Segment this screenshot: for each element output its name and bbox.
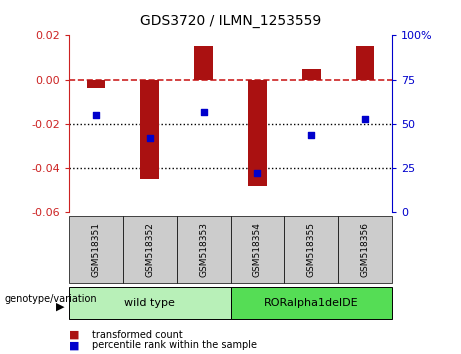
Text: GDS3720 / ILMN_1253559: GDS3720 / ILMN_1253559 [140, 14, 321, 28]
Bar [248, 80, 267, 186]
Point [200, 109, 207, 114]
Text: ▶: ▶ [56, 301, 64, 311]
Point [254, 171, 261, 176]
Point [146, 135, 154, 141]
Point [307, 132, 315, 137]
Text: GSM518352: GSM518352 [145, 222, 154, 277]
Bar [194, 46, 213, 80]
Text: ■: ■ [69, 330, 80, 339]
Text: GSM518354: GSM518354 [253, 222, 262, 277]
Text: genotype/variation: genotype/variation [5, 294, 97, 304]
Text: GSM518353: GSM518353 [199, 222, 208, 277]
Text: GSM518356: GSM518356 [361, 222, 369, 277]
Text: GSM518351: GSM518351 [92, 222, 100, 277]
Bar [87, 80, 106, 88]
Bar [302, 69, 320, 80]
Text: percentile rank within the sample: percentile rank within the sample [92, 340, 257, 350]
Bar [355, 46, 374, 80]
Text: GSM518355: GSM518355 [307, 222, 316, 277]
Text: wild type: wild type [124, 298, 175, 308]
Text: ■: ■ [69, 340, 80, 350]
Point [92, 112, 100, 118]
Point [361, 116, 369, 121]
Text: transformed count: transformed count [92, 330, 183, 339]
Bar [141, 80, 159, 179]
Text: RORalpha1delDE: RORalpha1delDE [264, 298, 359, 308]
